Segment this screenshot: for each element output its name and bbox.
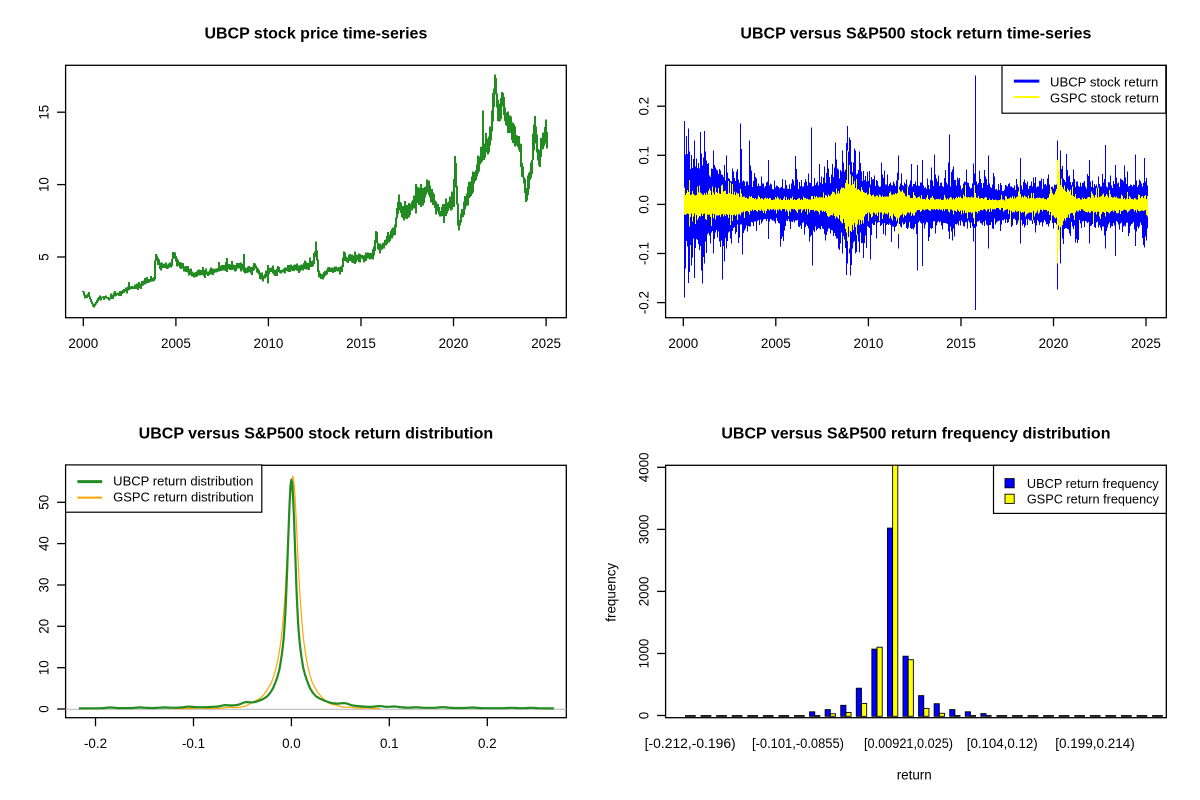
svg-text:-0.2: -0.2	[84, 736, 107, 751]
svg-text:-0.1: -0.1	[182, 736, 205, 751]
svg-text:-0.1: -0.1	[637, 242, 652, 265]
svg-text:2005: 2005	[761, 336, 791, 351]
svg-text:[0.199,0.214): [0.199,0.214)	[1055, 736, 1134, 751]
svg-text:2000: 2000	[668, 336, 698, 351]
svg-text:-0.2: -0.2	[637, 291, 652, 314]
svg-text:2020: 2020	[439, 336, 469, 351]
svg-text:0.1: 0.1	[637, 146, 652, 165]
svg-text:[-0.101,-0.0855): [-0.101,-0.0855)	[752, 736, 844, 751]
svg-text:2000: 2000	[68, 336, 98, 351]
svg-text:0.0: 0.0	[637, 195, 652, 214]
svg-text:4000: 4000	[637, 452, 652, 482]
svg-text:return: return	[897, 768, 932, 783]
svg-text:GSPC return frequency: GSPC return frequency	[1027, 492, 1160, 506]
svg-text:1000: 1000	[637, 639, 652, 669]
svg-text:UBCP return frequency: UBCP return frequency	[1027, 477, 1159, 491]
svg-text:UBCP versus S&P500 return freq: UBCP versus S&P500 return frequency dist…	[721, 426, 1110, 443]
svg-text:0: 0	[37, 705, 52, 712]
svg-text:frequency: frequency	[604, 563, 619, 622]
svg-text:15: 15	[37, 105, 52, 120]
svg-text:2025: 2025	[531, 336, 561, 351]
svg-text:UBCP stock return: UBCP stock return	[1050, 76, 1158, 90]
svg-text:2015: 2015	[946, 336, 976, 351]
svg-text:GSPC stock return: GSPC stock return	[1050, 91, 1159, 105]
svg-text:0.0: 0.0	[282, 736, 301, 751]
svg-text:0: 0	[637, 712, 652, 719]
svg-text:10: 10	[37, 177, 52, 192]
svg-text:UBCP stock price time-series: UBCP stock price time-series	[204, 25, 427, 42]
svg-text:0.2: 0.2	[637, 97, 652, 116]
svg-text:UBCP versus S&P500 stock retur: UBCP versus S&P500 stock return time-ser…	[740, 25, 1091, 42]
svg-text:2000: 2000	[637, 577, 652, 607]
svg-text:40: 40	[37, 536, 52, 551]
svg-text:0.2: 0.2	[478, 736, 497, 751]
svg-text:3000: 3000	[637, 515, 652, 545]
svg-text:[0.104,0.12): [0.104,0.12)	[967, 736, 1038, 751]
svg-text:2025: 2025	[1131, 336, 1161, 351]
svg-text:2010: 2010	[854, 336, 884, 351]
svg-text:2015: 2015	[346, 336, 376, 351]
svg-text:UBCP return distribution: UBCP return distribution	[113, 475, 253, 489]
svg-text:[-0.212,-0.196): [-0.212,-0.196)	[645, 736, 736, 751]
svg-text:[0.00921,0.025): [0.00921,0.025)	[864, 736, 953, 751]
svg-text:20: 20	[37, 619, 52, 634]
svg-text:5: 5	[37, 253, 52, 260]
svg-text:30: 30	[37, 578, 52, 593]
svg-text:2020: 2020	[1039, 336, 1069, 351]
svg-text:UBCP versus S&P500 stock retur: UBCP versus S&P500 stock return distribu…	[139, 426, 493, 443]
svg-text:0.1: 0.1	[380, 736, 399, 751]
svg-text:2005: 2005	[161, 336, 191, 351]
svg-text:2010: 2010	[254, 336, 284, 351]
svg-text:50: 50	[37, 495, 52, 510]
svg-text:10: 10	[37, 660, 52, 675]
svg-text:GSPC return distribution: GSPC return distribution	[113, 490, 254, 504]
